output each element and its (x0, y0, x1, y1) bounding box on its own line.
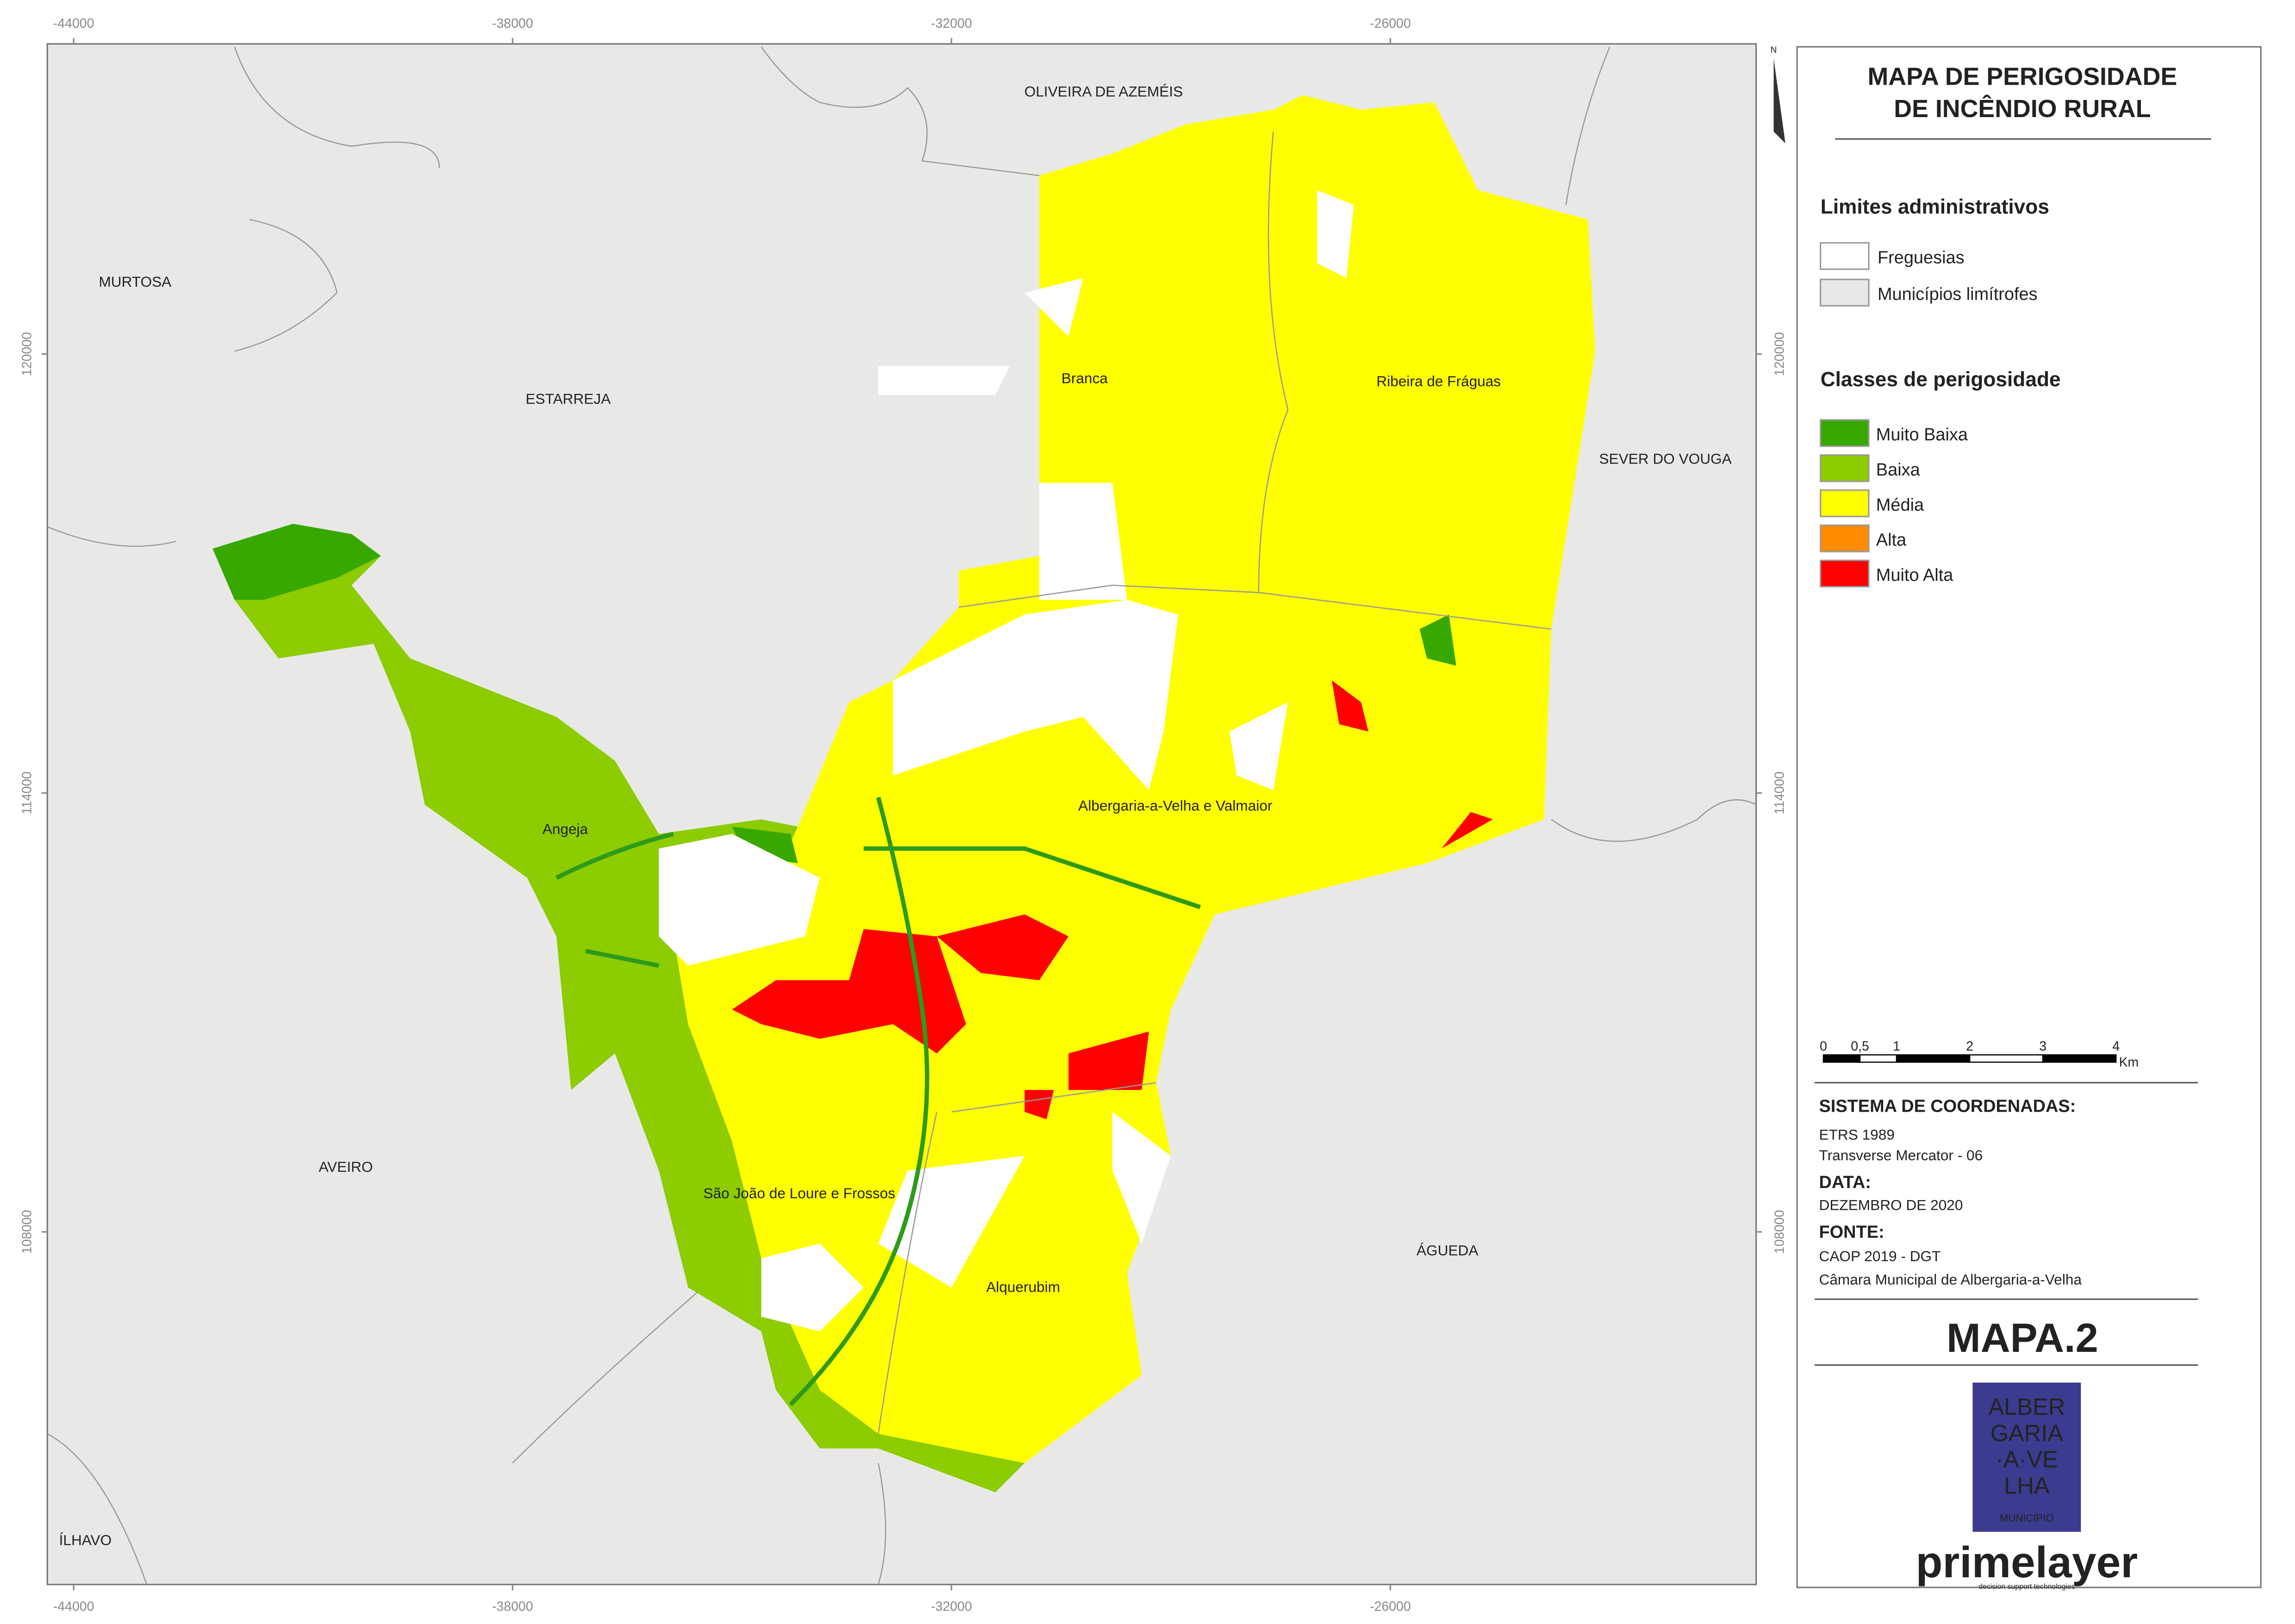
parish-label: Albergaria-a-Velha e Valmaior (1078, 797, 1272, 814)
legend-swatch (1820, 419, 1870, 447)
north-label: N (1771, 45, 1777, 55)
logo-text: GARIA (1990, 1420, 2064, 1446)
tick-label: 120000 (1773, 332, 1787, 376)
info-heading: DATA: (1819, 1173, 1871, 1192)
white-patch (659, 834, 1171, 1332)
tick-label: -26000 (1370, 16, 1411, 31)
legend-panel (1796, 46, 2262, 1588)
legend-label: Freguesias (1878, 248, 1965, 268)
hazard-area (212, 523, 1025, 1493)
tick-label: -38000 (492, 1599, 533, 1614)
legend-swatch (1820, 242, 1870, 270)
legend-swatch (1820, 279, 1870, 307)
coordinate-ticks: -44000 -44000 -38000 -38000 -32000 -32000 -260… (19, 16, 1787, 1614)
scale-label: 0,5 (1851, 1039, 1869, 1054)
info-text: CAOP 2019 - DGT (1819, 1248, 1941, 1264)
parish-label: São João de Loure e Frossos (703, 1185, 896, 1201)
tick-label: -44000 (53, 1599, 94, 1614)
white-patch (878, 278, 1127, 600)
info-text: Câmara Municipal de Albergaria-a-Velha (1819, 1271, 2082, 1288)
tick-label: 114000 (19, 772, 34, 815)
legend-label: Muito Baixa (1876, 425, 1968, 445)
parish-label: Alquerubim (986, 1278, 1060, 1295)
legend-label: Muito Alta (1876, 566, 1953, 585)
legend-swatch (1820, 524, 1870, 553)
info-text: DEZEMBRO DE 2020 (1819, 1196, 1963, 1213)
info-heading: FONTE: (1819, 1222, 1885, 1242)
legend-label: Alta (1876, 530, 1907, 550)
tick-label: -32000 (931, 16, 972, 31)
place-label: AVEIRO (319, 1158, 373, 1175)
info-text: ETRS 1989 (1819, 1126, 1895, 1143)
map-id: MAPA.2 (1947, 1315, 2098, 1361)
scale-segment (1859, 1054, 1897, 1063)
logo-text: LHA (2004, 1473, 2050, 1499)
legend-swatch (1820, 560, 1870, 588)
tick-label: 108000 (1773, 1210, 1787, 1254)
scale-segment (2042, 1054, 2117, 1063)
logo-text: ·A·VE (1996, 1446, 2058, 1473)
white-patch (1229, 190, 1354, 790)
parish-label: Branca (1061, 370, 1108, 386)
tick-label: -44000 (53, 16, 94, 31)
tick-label: -26000 (1370, 1599, 1411, 1614)
legend-label: Baixa (1876, 460, 1921, 479)
white-patch (893, 600, 1178, 790)
scale-label: 3 (2039, 1039, 2046, 1054)
place-label: ESTARREJA (526, 391, 611, 407)
place-label: MURTOSA (99, 274, 172, 290)
scale-label: 1 (1893, 1039, 1900, 1054)
legend-heading: Limites administrativos (1821, 196, 2049, 218)
logo-text: ALBER (1988, 1394, 2065, 1420)
hazard-area (212, 523, 381, 600)
hazard-area (673, 95, 1595, 1463)
map-area: OLIVEIRA DE AZEMÉIS MURTOSA ESTARREJA SE… (46, 43, 1757, 1586)
scale-segment (1969, 1054, 2044, 1063)
unclassified-areas (659, 190, 1354, 1332)
title: DE INCÊNDIO RURAL (1894, 94, 2151, 123)
scale-label: 2 (1966, 1039, 1973, 1054)
legend-label: Média (1876, 495, 1924, 515)
tick-label: 120000 (19, 332, 34, 376)
place-label: OLIVEIRA DE AZEMÉIS (1024, 83, 1183, 100)
boundary-line (47, 46, 1757, 1585)
legend-swatch (1820, 489, 1870, 517)
company-name: primelayer (1916, 1538, 2138, 1587)
parish-label: Angeja (542, 821, 588, 837)
legend-heading: Classes de perigosidade (1821, 368, 2061, 391)
legend-swatch (1820, 454, 1870, 482)
place-label: ÍLHAVO (59, 1531, 112, 1548)
place-label: SEVER DO VOUGA (1599, 450, 1732, 467)
legend: Freguesias Municípios limítrofes Muito Bai… (1820, 242, 2038, 588)
tick-label: 108000 (19, 1210, 34, 1254)
road (555, 796, 1201, 1406)
info-heading: SISTEMA DE COORDENADAS: (1819, 1097, 2076, 1116)
parish-label: Ribeira de Fráguas (1376, 373, 1501, 390)
legend-label: Municípios limítrofes (1878, 285, 2038, 304)
tick-label: 114000 (1773, 772, 1787, 815)
scale-label: 4 (2112, 1039, 2120, 1054)
scale-unit: Km (2119, 1055, 2139, 1070)
scale-segment (1896, 1054, 1971, 1063)
logo-text: MUNICÍPIO (2000, 1512, 2054, 1524)
scale-label: 0 (1820, 1039, 1827, 1054)
title: MAPA DE PERIGOSIDADE (1868, 62, 2177, 90)
info-text: Transverse Mercator - 06 (1819, 1147, 1983, 1164)
tick-label: -32000 (931, 1599, 972, 1614)
place-label: ÁGUEDA (1417, 1242, 1479, 1258)
company-tagline: decision support technologies (1978, 1583, 2075, 1591)
logo-box (1972, 1382, 2081, 1532)
scale-segment (1822, 1054, 1861, 1063)
parish-boundary (877, 131, 1552, 1434)
tick-label: -38000 (492, 16, 533, 31)
scale-bar: 0 0,5 1 2 3 4Km (1820, 1039, 2139, 1070)
